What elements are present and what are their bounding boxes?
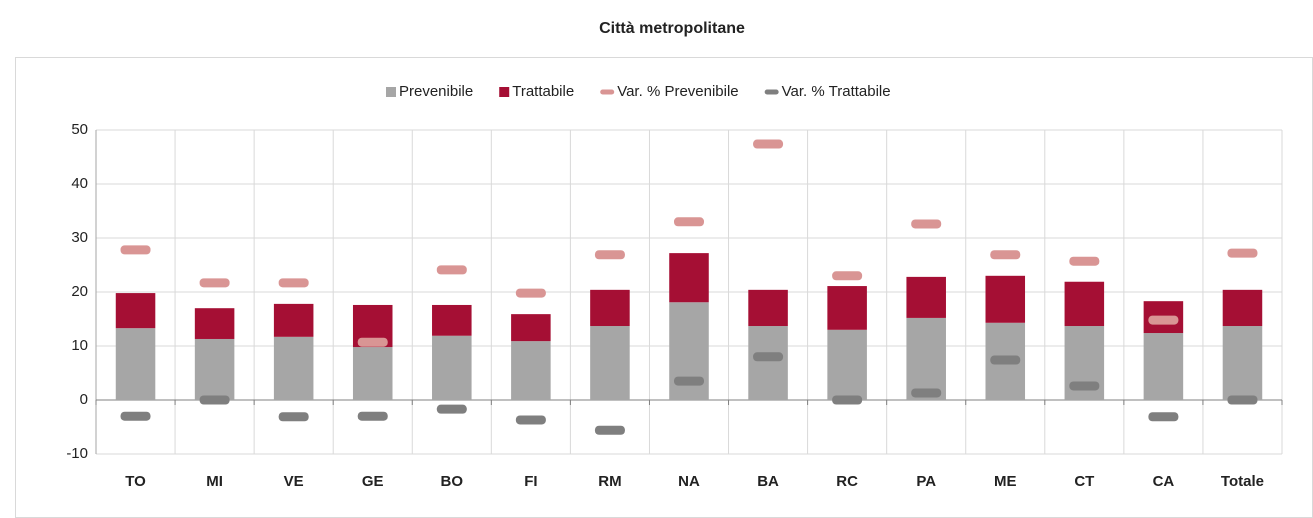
bar-segment <box>1143 333 1184 400</box>
x-tick-label: RC <box>836 473 858 490</box>
marker <box>990 250 1021 260</box>
marker <box>357 411 388 421</box>
bar-segment <box>1064 281 1105 327</box>
x-tick-label: GE <box>362 473 384 490</box>
y-tick-label: -10 <box>66 445 88 462</box>
marker <box>911 219 942 229</box>
marker <box>911 388 942 398</box>
marker <box>832 271 863 281</box>
bar-segment <box>748 289 788 327</box>
x-tick-label: FI <box>524 473 537 490</box>
marker <box>357 337 388 347</box>
bar-segment <box>985 275 1026 323</box>
x-tick-label: TO <box>125 473 146 490</box>
chart-frame <box>15 57 1313 518</box>
y-tick-label: 10 <box>71 337 88 354</box>
marker <box>1148 412 1179 422</box>
marker <box>278 278 309 288</box>
x-tick-label: ME <box>994 473 1017 490</box>
marker <box>990 355 1021 365</box>
marker <box>515 415 546 425</box>
x-tick-label: NA <box>678 473 700 490</box>
bar-segment <box>511 341 551 400</box>
y-tick-label: 40 <box>71 175 88 192</box>
y-tick-label: 0 <box>80 391 88 408</box>
legend-label: Prevenibile <box>399 83 473 100</box>
x-tick-label: RM <box>598 473 621 490</box>
marker <box>436 404 467 414</box>
marker <box>1069 256 1100 266</box>
legend-swatch <box>600 89 615 95</box>
marker <box>753 352 784 362</box>
bar-segment <box>590 326 630 400</box>
marker <box>674 217 704 227</box>
x-tick-label: BA <box>757 473 779 490</box>
y-tick-label: 50 <box>71 121 88 138</box>
marker <box>753 139 784 149</box>
bar-segment <box>669 253 709 303</box>
marker <box>199 278 230 288</box>
x-tick-label: BO <box>441 473 464 490</box>
bar-segment <box>432 335 472 400</box>
legend-label: Trattabile <box>512 83 574 100</box>
bar-segment <box>827 286 867 330</box>
bar-segment <box>827 329 867 400</box>
x-tick-label: VE <box>284 473 304 490</box>
bar-segment <box>906 276 946 318</box>
legend-swatch <box>764 89 779 95</box>
marker <box>120 245 151 255</box>
bar-segment <box>432 304 472 336</box>
x-tick-label: CA <box>1153 473 1175 490</box>
marker <box>1227 248 1258 258</box>
bar-segment <box>352 347 393 400</box>
marker <box>674 376 704 386</box>
bar-segment <box>1222 289 1263 327</box>
marker <box>199 395 230 405</box>
legend-label: Var. % Trattabile <box>782 83 891 100</box>
marker <box>1069 381 1100 391</box>
legend-swatch <box>386 87 396 97</box>
bar-segment <box>115 293 156 329</box>
legend-swatch <box>499 87 510 97</box>
bar-segment <box>906 317 946 400</box>
bar-segment <box>590 289 630 327</box>
marker <box>120 411 151 421</box>
marker <box>594 250 625 260</box>
x-tick-label: CT <box>1074 473 1094 490</box>
legend-label: Var. % Prevenibile <box>617 83 738 100</box>
marker <box>594 425 625 435</box>
y-tick-label: 20 <box>71 283 88 300</box>
x-tick-label: PA <box>916 473 936 490</box>
marker <box>1148 315 1179 325</box>
marker <box>515 288 546 298</box>
marker <box>832 395 863 405</box>
bar-segment <box>115 328 156 400</box>
bar-segment <box>511 314 551 342</box>
bar-segment <box>194 308 235 339</box>
marker <box>436 265 467 275</box>
bar-segment <box>273 303 314 337</box>
y-tick-label: 30 <box>71 229 88 246</box>
bar-segment <box>748 326 788 400</box>
chart-title: Città metropolitane <box>599 20 745 37</box>
marker <box>278 412 309 422</box>
x-tick-label: MI <box>206 473 223 490</box>
marker <box>1227 395 1258 405</box>
x-tick-label: Totale <box>1221 473 1264 490</box>
bar-segment <box>273 336 314 400</box>
bar-segment <box>194 338 235 400</box>
bar-segment <box>1222 326 1263 400</box>
